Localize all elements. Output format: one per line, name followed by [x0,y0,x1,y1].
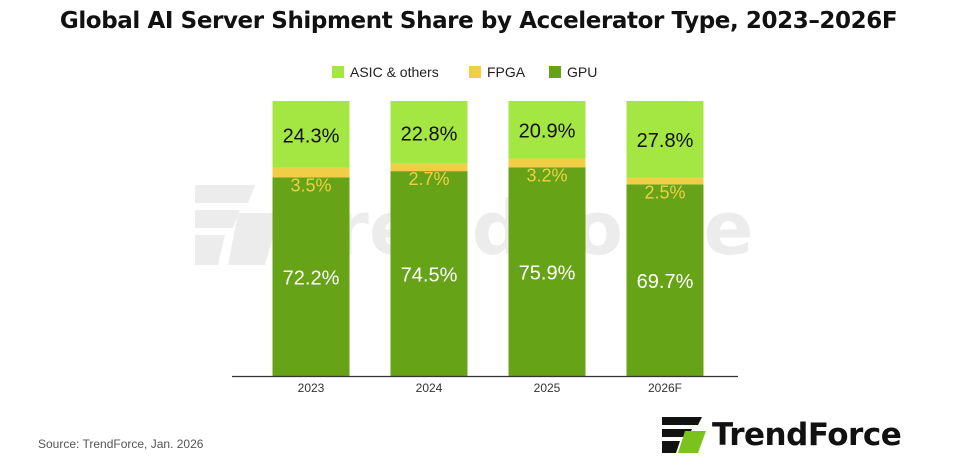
bar-asic-and-others-2026f [626,101,704,178]
x-tick-label-2023: 2023 [298,381,325,395]
data-label-gpu-2024: 74.5% [401,265,458,287]
watermark-logo-icon [195,185,280,265]
x-tick-label-2025: 2025 [534,381,561,395]
x-tick-labels: 2023 2024 2025 2026F [298,381,682,395]
bar-asic-and-others-2023 [272,101,350,168]
trendforce-logo: TrendForce [662,415,902,455]
data-label-asic-and-others-2026f: 27.8% [637,130,694,152]
bar-fpga-2024 [390,163,468,172]
bar-asic-and-others-2024 [390,101,468,164]
bar-stack-2023: 72.2% 3.5% 24.3% [272,101,350,376]
legend-swatch-gpu [549,66,561,78]
bar-gpu-2023 [272,177,350,376]
data-label-gpu-2025: 75.9% [519,263,576,285]
bar-stack-2026f: 69.7% 2.5% 27.8% [626,101,704,376]
chart-title: Global AI Server Shipment Share by Accel… [59,8,898,34]
data-label-asic-and-others-2024: 22.8% [401,123,458,145]
x-tick-label-2026f: 2026F [648,381,682,395]
bar-gpu-2024 [390,171,468,376]
bar-fpga-2026f [626,177,704,185]
legend-swatch-fpga [469,66,481,78]
source-note: Source: TrendForce, Jan. 2026 [38,437,204,451]
bar-fpga-2025 [508,158,586,168]
bar-stack-2024: 74.5% 2.7% 22.8% [390,101,468,376]
legend-label-fpga: FPGA [487,64,526,80]
data-label-fpga-2026f: 2.5% [644,182,685,202]
legend-swatch-asic-and-others [332,66,344,78]
x-tick-label-2024: 2024 [416,381,443,395]
trendforce-logo-icon [662,417,706,453]
legend-label-asic-and-others: ASIC & others [350,64,439,80]
bars: 72.2% 3.5% 24.3% 74.5% 2.7% 22.8% 75.9% 3.2% 20.… [272,101,704,376]
bar-fpga-2023 [272,167,350,178]
bar-asic-and-others-2025 [508,101,586,159]
data-label-asic-and-others-2023: 24.3% [283,125,340,147]
data-label-gpu-2023: 72.2% [283,268,340,290]
data-label-fpga-2024: 2.7% [408,169,449,189]
bar-gpu-2026f [626,184,704,376]
bar-gpu-2025 [508,167,586,376]
data-label-fpga-2025: 3.2% [526,165,567,185]
data-label-gpu-2026f: 69.7% [637,271,694,293]
bar-stack-2025: 75.9% 3.2% 20.9% [508,101,586,376]
logo-text: TrendForce [712,417,902,453]
data-label-asic-and-others-2025: 20.9% [519,121,576,143]
legend: ASIC & others FPGA GPU [332,64,597,80]
legend-label-gpu: GPU [567,64,597,80]
data-label-fpga-2023: 3.5% [290,175,331,195]
